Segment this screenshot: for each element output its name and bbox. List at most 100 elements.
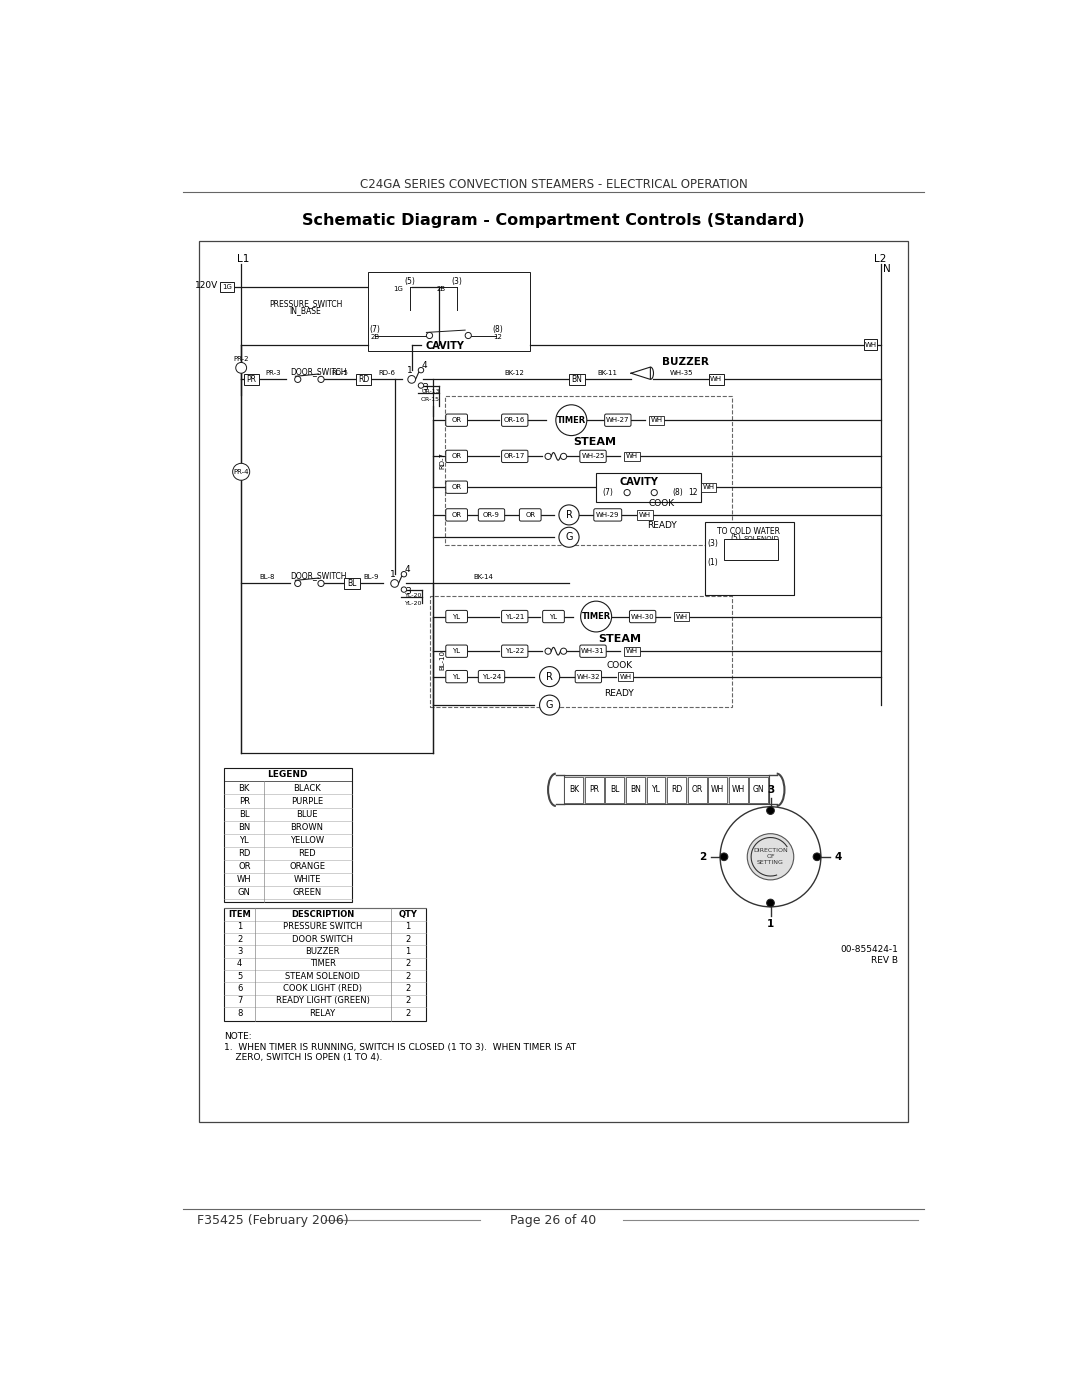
Text: 12: 12 (688, 488, 698, 497)
Text: WH: WH (625, 648, 638, 654)
Text: (7): (7) (369, 326, 380, 334)
Bar (367, 272, 530, 351)
Text: COOK LIGHT (RED): COOK LIGHT (RED) (283, 983, 362, 993)
Text: R: R (546, 672, 553, 682)
Text: YL: YL (453, 648, 461, 654)
Bar (724, 539, 779, 560)
Text: SOLENOID: SOLENOID (743, 536, 779, 542)
Text: NOTE:
1.  WHEN TIMER IS RUNNING, SWITCH IS CLOSED (1 TO 3).  WHEN TIMER IS AT
  : NOTE: 1. WHEN TIMER IS RUNNING, SWITCH I… (225, 1032, 577, 1062)
Bar (701, 482, 716, 492)
Bar (564, 775, 769, 805)
Text: 4: 4 (405, 564, 410, 574)
Bar (647, 777, 665, 803)
Text: TIMER: TIMER (556, 416, 586, 425)
Text: YL: YL (453, 613, 461, 619)
Text: 1: 1 (407, 366, 413, 374)
Circle shape (561, 648, 567, 654)
Text: YL-21: YL-21 (505, 613, 525, 619)
Text: OR-17: OR-17 (504, 454, 526, 460)
Text: 3: 3 (405, 587, 410, 595)
Circle shape (418, 367, 423, 373)
Text: RELAY: RELAY (310, 1009, 336, 1017)
Text: G: G (545, 700, 553, 710)
Text: 1: 1 (405, 922, 410, 932)
FancyBboxPatch shape (501, 610, 528, 623)
Bar (569, 374, 584, 384)
FancyBboxPatch shape (501, 450, 528, 462)
Bar (688, 777, 706, 803)
Text: BL-10: BL-10 (440, 651, 446, 671)
Text: OR-16: OR-16 (504, 418, 526, 423)
Bar (243, 374, 259, 384)
Text: IN_BASE: IN_BASE (289, 306, 322, 316)
Circle shape (427, 332, 433, 338)
Circle shape (556, 405, 586, 436)
Text: BK: BK (239, 784, 249, 792)
Text: PR: PR (246, 374, 256, 384)
Text: YL: YL (550, 613, 557, 619)
Circle shape (318, 580, 324, 587)
Bar (606, 777, 624, 803)
Bar (624, 647, 639, 655)
Circle shape (624, 489, 631, 496)
Text: L1: L1 (238, 253, 249, 264)
Circle shape (720, 854, 728, 861)
Bar (864, 339, 877, 351)
Text: 1: 1 (405, 947, 410, 956)
Bar (704, 522, 794, 595)
Text: 120V: 120V (195, 281, 218, 291)
Text: BK-11: BK-11 (597, 370, 618, 376)
Text: COOK: COOK (649, 499, 675, 509)
Text: (8): (8) (672, 488, 683, 497)
Circle shape (540, 666, 559, 686)
Bar (356, 374, 372, 384)
Text: 2B: 2B (370, 334, 380, 339)
Text: 8: 8 (237, 1009, 242, 1017)
Bar (624, 451, 639, 461)
Text: 6: 6 (237, 983, 242, 993)
Text: TIMER: TIMER (310, 960, 336, 968)
Text: WH: WH (639, 511, 651, 518)
Text: BN: BN (239, 823, 251, 833)
Text: TO COLD WATER: TO COLD WATER (717, 527, 781, 535)
Text: PR: PR (239, 796, 249, 806)
Text: BL-8: BL-8 (259, 574, 274, 580)
Text: Schematic Diagram - Compartment Controls (Standard): Schematic Diagram - Compartment Controls… (302, 212, 805, 228)
FancyBboxPatch shape (446, 610, 468, 623)
Text: 1G: 1G (393, 286, 404, 292)
Text: YL-24: YL-24 (482, 673, 501, 679)
Text: WH: WH (711, 785, 725, 795)
Text: QTY: QTY (399, 909, 417, 919)
FancyBboxPatch shape (605, 414, 631, 426)
Bar (445, 395, 732, 545)
Circle shape (540, 696, 559, 715)
Text: WH: WH (864, 342, 877, 348)
Text: WH-29: WH-29 (596, 511, 620, 518)
Text: BLACK: BLACK (293, 784, 321, 792)
Text: TIMER: TIMER (581, 612, 611, 622)
Text: BN: BN (630, 785, 640, 795)
Bar (565, 777, 583, 803)
FancyBboxPatch shape (542, 610, 565, 623)
Text: 7: 7 (237, 996, 242, 1006)
Text: OR: OR (525, 511, 536, 518)
Text: BROWN: BROWN (291, 823, 324, 833)
Circle shape (418, 383, 423, 388)
Text: 12: 12 (494, 334, 502, 339)
Text: WH: WH (625, 454, 638, 460)
Text: YELLOW: YELLOW (291, 837, 324, 845)
Text: WH: WH (620, 673, 632, 679)
Text: OR: OR (238, 862, 251, 872)
Text: BL: BL (348, 578, 356, 588)
Text: WH-27: WH-27 (606, 418, 630, 423)
Text: RD: RD (238, 849, 251, 858)
Text: 2  1: 2 1 (744, 546, 758, 555)
Text: UR-13: UR-13 (421, 390, 441, 394)
Circle shape (295, 580, 301, 587)
Text: STEAM: STEAM (573, 437, 616, 447)
Text: 3: 3 (767, 785, 774, 795)
FancyBboxPatch shape (446, 645, 468, 658)
Text: OR: OR (451, 511, 461, 518)
Text: 2: 2 (405, 960, 410, 968)
Text: LEGEND: LEGEND (268, 770, 308, 780)
